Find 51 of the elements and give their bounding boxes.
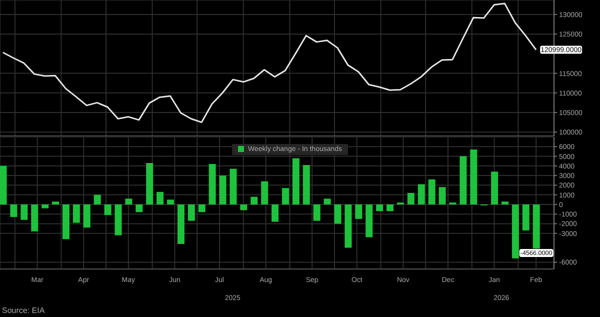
bar — [83, 204, 90, 228]
bar — [386, 204, 394, 212]
source-note: Source: EIA — [2, 306, 45, 315]
bar — [177, 204, 184, 244]
bar — [10, 204, 18, 217]
bar — [428, 179, 436, 204]
bar — [230, 168, 237, 204]
bar — [470, 150, 478, 204]
bar — [418, 184, 425, 204]
bar — [42, 204, 49, 208]
bar — [0, 166, 7, 204]
bar — [146, 163, 154, 204]
bar — [302, 164, 310, 204]
bar — [292, 158, 300, 204]
bar — [198, 204, 206, 212]
bar — [376, 204, 384, 212]
bar — [532, 204, 540, 248]
bar — [208, 164, 216, 204]
bar — [366, 204, 373, 238]
bar — [355, 204, 362, 219]
bar — [136, 204, 143, 212]
bar — [282, 188, 289, 204]
bar — [31, 204, 38, 232]
bar — [491, 172, 498, 204]
bar — [52, 202, 60, 204]
bar — [188, 204, 195, 221]
bar — [20, 204, 28, 220]
bar — [501, 202, 508, 204]
bar — [313, 204, 320, 221]
bar — [94, 194, 101, 204]
bar — [125, 198, 132, 204]
bar — [334, 204, 342, 224]
bar — [272, 204, 279, 222]
bar — [72, 204, 80, 223]
bar — [460, 156, 467, 204]
line-series — [2, 2, 537, 124]
bar — [261, 181, 268, 204]
bar — [512, 204, 519, 258]
bar — [324, 198, 331, 204]
bar — [62, 204, 70, 240]
bar — [438, 187, 446, 204]
bar — [240, 204, 248, 210]
bar — [522, 204, 530, 230]
bar — [114, 204, 122, 236]
bar — [104, 204, 112, 216]
bar — [219, 176, 226, 204]
bar — [344, 204, 352, 248]
bar — [167, 200, 174, 204]
bar — [156, 192, 164, 204]
bar — [407, 192, 414, 204]
bar — [250, 196, 258, 204]
